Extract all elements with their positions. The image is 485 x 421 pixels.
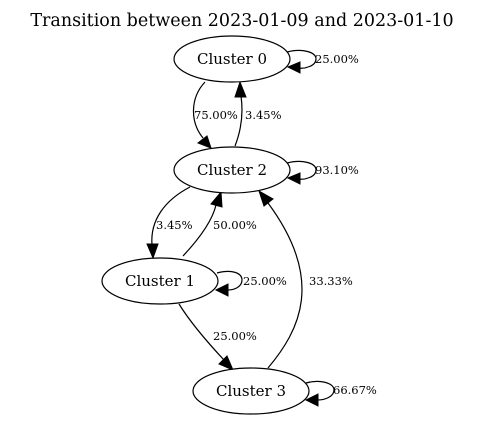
edge-label-c1-c2: 50.00% [213,218,257,232]
edge-label-c1-c3: 25.00% [213,329,257,343]
edge-c3-c3: 66.67% [304,380,377,407]
edge-label-c2-c1: 3.45% [156,218,193,232]
edge-c1-c2: 50.00% [182,190,257,257]
edge-c1-c3: 25.00% [178,303,257,371]
edge-c1-c1: 25.00% [214,270,287,297]
edge-label-c3-c2: 33.33% [309,274,353,288]
node-label-cluster-3: Cluster 3 [216,382,286,400]
edge-label-c0-c2: 75.00% [194,108,238,122]
edge-c2-c2: 93.10% [286,160,359,185]
edge-label-c3-c3: 66.67% [333,383,377,397]
edge-label-c2-c2: 93.10% [315,163,359,177]
edge-c0-c0: 25.00% [286,49,359,74]
node-cluster-1: Cluster 1 [101,257,219,305]
edge-label-c2-c0: 3.45% [245,108,282,122]
node-cluster-3: Cluster 3 [192,367,310,415]
edge-c0-c2: 75.00% [192,81,238,149]
edge-c2-c1: 3.45% [146,186,193,260]
edge-c2-c0: 3.45% [234,80,282,147]
node-cluster-2: Cluster 2 [173,146,291,194]
node-cluster-0: Cluster 0 [173,35,291,83]
node-label-cluster-1: Cluster 1 [125,272,195,290]
edge-label-c1-c1: 25.00% [243,274,287,288]
diagram-title: Transition between 2023-01-09 and 2023-0… [30,11,453,31]
node-label-cluster-0: Cluster 0 [197,50,267,68]
edge-label-c0-c0: 25.00% [315,52,359,66]
node-label-cluster-2: Cluster 2 [197,161,267,179]
edge-c3-c2: 33.33% [258,189,353,369]
